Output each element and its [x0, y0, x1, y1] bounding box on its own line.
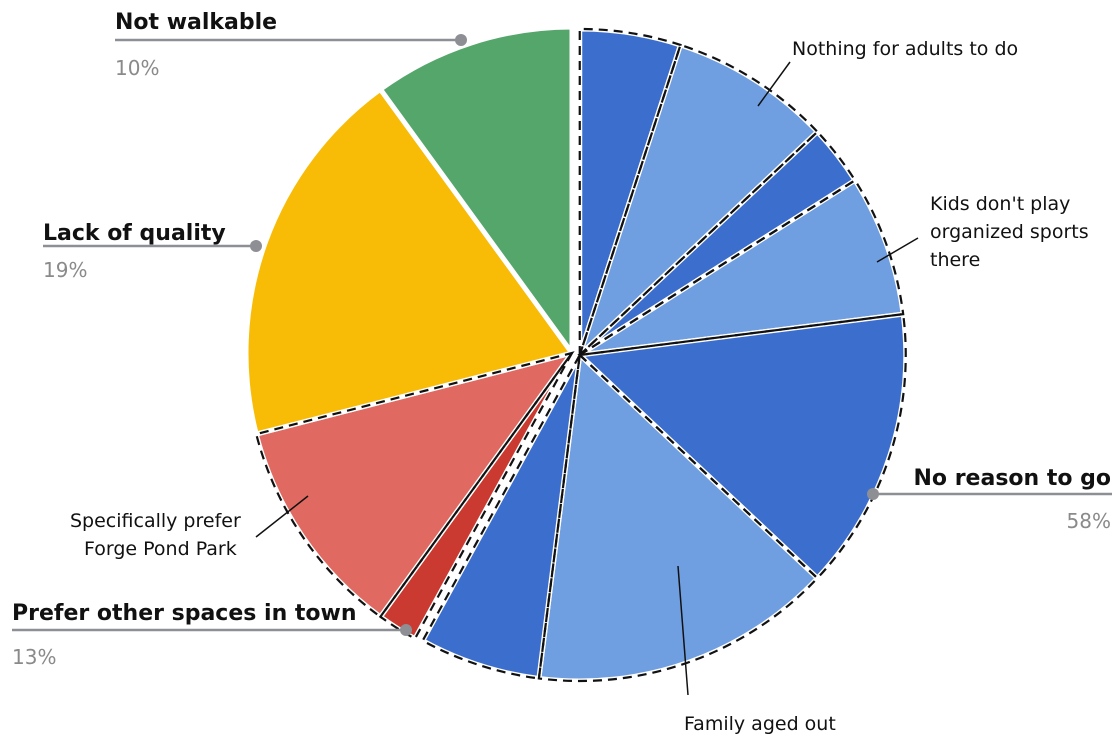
dot-no-reason: [867, 488, 879, 500]
pct-not-walkable: 10%: [115, 56, 159, 80]
pie-slice-7: [420, 352, 583, 681]
pie-slice-outline-1: [578, 27, 682, 356]
label-prefer-other: Prefer other spaces in town: [12, 601, 357, 626]
label-lack-quality: Lack of quality: [43, 221, 226, 246]
label-no-reason: No reason to go: [914, 466, 1111, 491]
pie-slice-outline-5: [577, 312, 907, 580]
line-forge-pond: [255, 495, 309, 538]
label-kids-sports-3: there: [930, 249, 980, 271]
pie-slice-outline-9: [254, 351, 575, 619]
label-forge-pond-1: Specifically prefer: [70, 510, 241, 532]
leader-lines: [12, 38, 1112, 632]
dot-lack-quality: [250, 240, 262, 252]
label-not-walkable: Not walkable: [115, 10, 277, 35]
pct-lack-quality: 19%: [43, 258, 87, 282]
line-family-aged: [677, 565, 689, 696]
label-kids-sports-1: Kids don't play: [930, 193, 1070, 215]
pie-slice-outline-2: [578, 43, 819, 356]
dot-not-walkable: [455, 34, 467, 46]
label-nothing-adults: Nothing for adults to do: [792, 38, 1018, 60]
pie-slice-11: [377, 24, 575, 356]
label-forge-pond-2: Forge Pond Park: [84, 538, 237, 560]
leader-dots: [250, 34, 879, 636]
line-nothing-adults: [757, 61, 791, 107]
dot-prefer-other: [400, 624, 412, 636]
pie-slice-outline-8: [378, 352, 573, 641]
annotation-lines: [255, 61, 919, 696]
pct-prefer-other: 13%: [12, 645, 56, 669]
pie-slice-outline-6: [537, 352, 819, 683]
label-kids-sports-2: organized sports: [930, 221, 1089, 243]
line-kids-sports: [876, 237, 919, 263]
pie-slice-outline-4: [579, 178, 905, 357]
pie-slices: [243, 24, 909, 684]
pie-slice-10: [243, 86, 575, 437]
label-family-aged: Family aged out: [684, 713, 836, 735]
pct-no-reason: 58%: [1067, 509, 1111, 533]
